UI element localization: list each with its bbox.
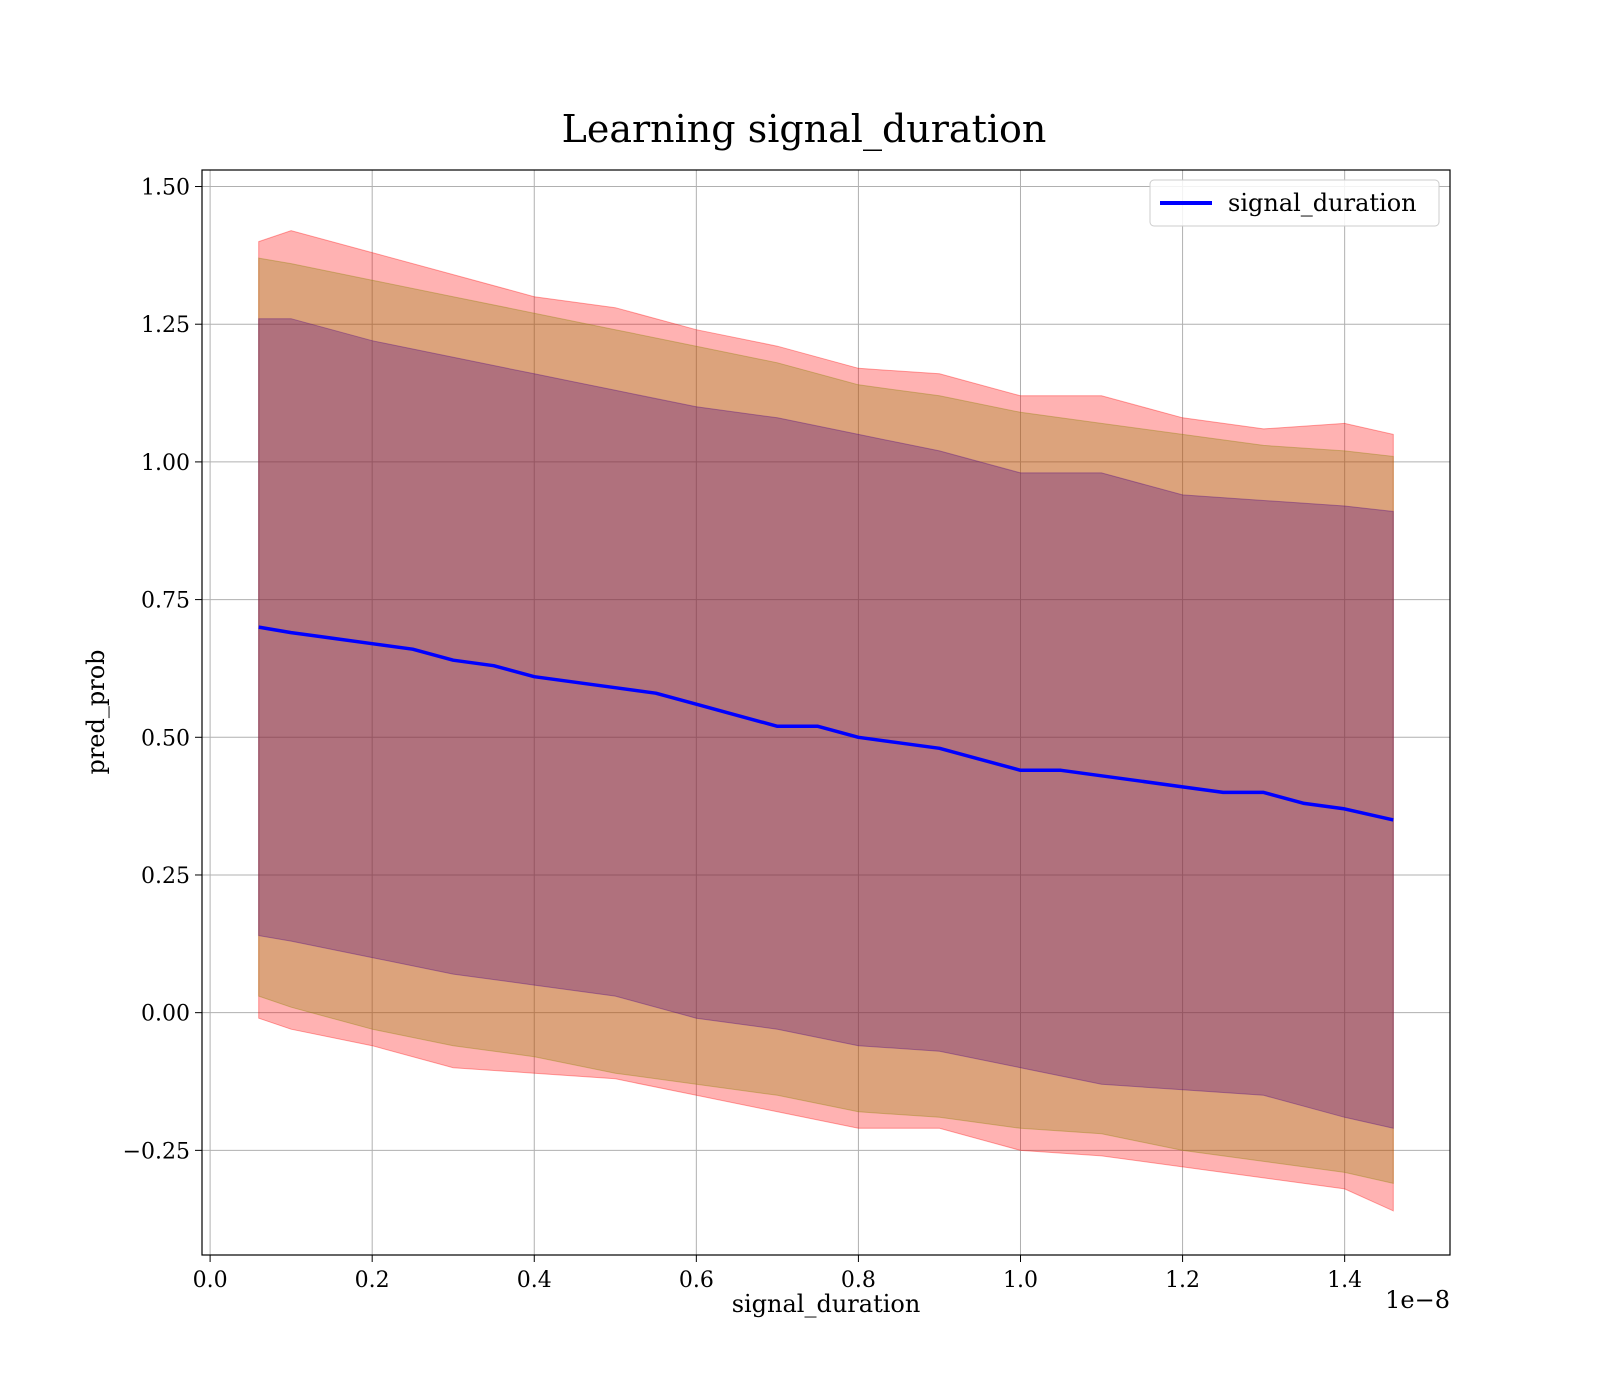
x-axis-label: signal_duration <box>732 1290 921 1318</box>
y-tick-label: 1.25 <box>141 313 190 338</box>
y-tick-label: 0.25 <box>141 864 190 889</box>
legend-box <box>1149 179 1440 227</box>
x-tick-label: 1.0 <box>1003 1268 1038 1293</box>
x-axis-offset-label: 1e−8 <box>1385 1286 1450 1314</box>
series-line <box>258 625 1394 822</box>
legend-label: signal_duration <box>1228 189 1417 217</box>
y-axis-ticks: −0.25 0.00 0.25 0.50 0.75 1.00 1.25 1.50 <box>123 176 202 1164</box>
x-tick-label: 0.4 <box>517 1268 552 1293</box>
y-tick-label: 1.50 <box>141 176 190 201</box>
x-tick-label: 1.4 <box>1327 1268 1362 1293</box>
x-tick-label: 0.6 <box>679 1268 714 1293</box>
y-tick-label: 0.00 <box>141 1002 190 1027</box>
y-tick-label: 1.00 <box>141 451 190 476</box>
legend: signal_duration <box>1149 179 1440 227</box>
plot-frame <box>201 169 1451 1256</box>
y-tick-label: 0.50 <box>141 726 190 751</box>
x-axis-ticks: 0.0 0.2 0.4 0.6 0.8 1.0 1.2 1.4 <box>193 1255 1362 1293</box>
band-outer <box>258 230 1394 1212</box>
x-tick-label: 0.8 <box>841 1268 876 1293</box>
x-tick-label: 0.2 <box>355 1268 390 1293</box>
band-middle <box>258 257 1394 1185</box>
series-lines <box>258 625 1394 822</box>
y-axis-label: pred_prob <box>82 649 110 774</box>
confidence-bands <box>258 230 1394 1212</box>
band-inner <box>258 318 1394 1129</box>
grid <box>202 170 1450 1255</box>
y-tick-label: −0.25 <box>123 1139 190 1164</box>
x-tick-label: 0.0 <box>193 1268 228 1293</box>
chart-title: Learning signal_duration <box>562 107 1047 152</box>
x-tick-label: 1.2 <box>1165 1268 1200 1293</box>
y-tick-label: 0.75 <box>141 589 190 614</box>
